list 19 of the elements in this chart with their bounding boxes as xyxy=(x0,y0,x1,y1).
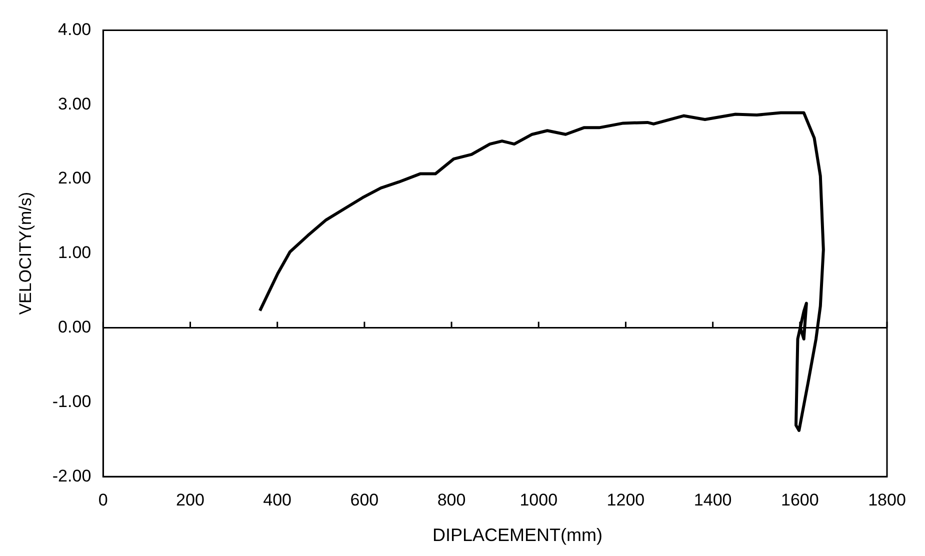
y-tick-label: 4.00 xyxy=(58,20,92,39)
x-tick-label: 600 xyxy=(350,490,379,510)
x-tick-label: 0 xyxy=(98,490,108,510)
x-tick-label: 200 xyxy=(176,490,204,510)
y-tick-label: -2.00 xyxy=(52,466,92,486)
x-tick-label: 1400 xyxy=(694,490,732,510)
x-tick-label: 1600 xyxy=(780,490,819,510)
y-tick-label: 3.00 xyxy=(58,94,92,114)
y-axis-title: VELOCITY(m/s) xyxy=(16,192,35,315)
x-axis-title: DIPLACEMENT(mm) xyxy=(432,525,604,546)
x-tick-label: 1200 xyxy=(606,490,645,510)
x-tick-label: 1800 xyxy=(868,490,906,510)
y-tick-label: 1.00 xyxy=(58,243,92,262)
x-tick-label: 800 xyxy=(437,490,466,510)
y-tick-label: 0.00 xyxy=(58,317,92,336)
x-tick-label: 1000 xyxy=(520,490,558,510)
y-tick-label: -1.00 xyxy=(52,392,92,411)
y-tick-label: 2.00 xyxy=(58,168,92,188)
x-tick-label: 400 xyxy=(263,490,292,510)
